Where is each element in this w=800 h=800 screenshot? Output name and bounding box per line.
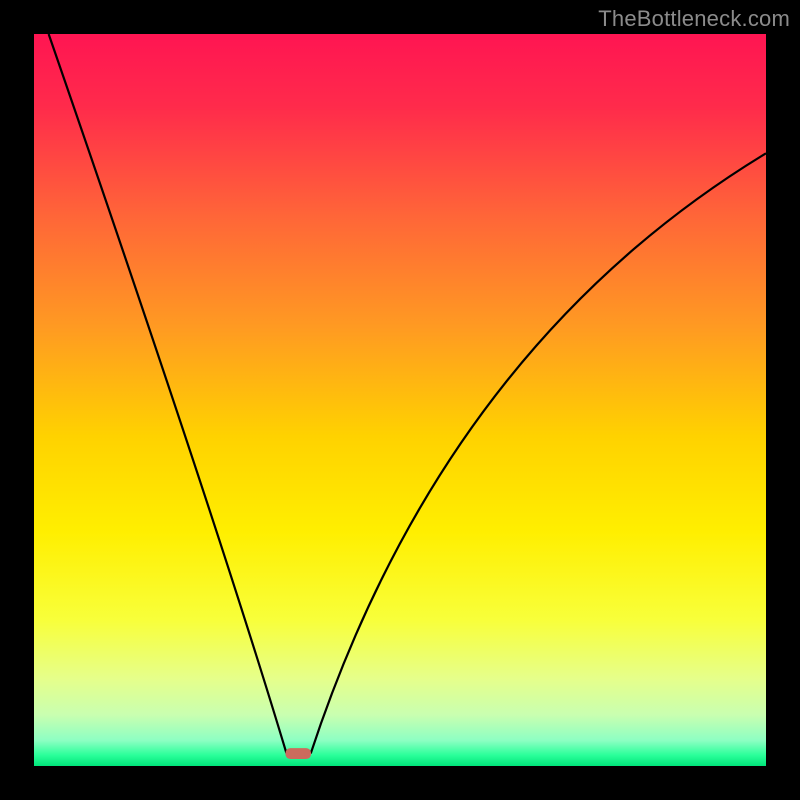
bottleneck-chart — [0, 0, 800, 800]
watermark-text: TheBottleneck.com — [598, 6, 790, 32]
minimum-marker — [285, 748, 311, 759]
chart-root: TheBottleneck.com — [0, 0, 800, 800]
plot-background — [34, 34, 766, 766]
